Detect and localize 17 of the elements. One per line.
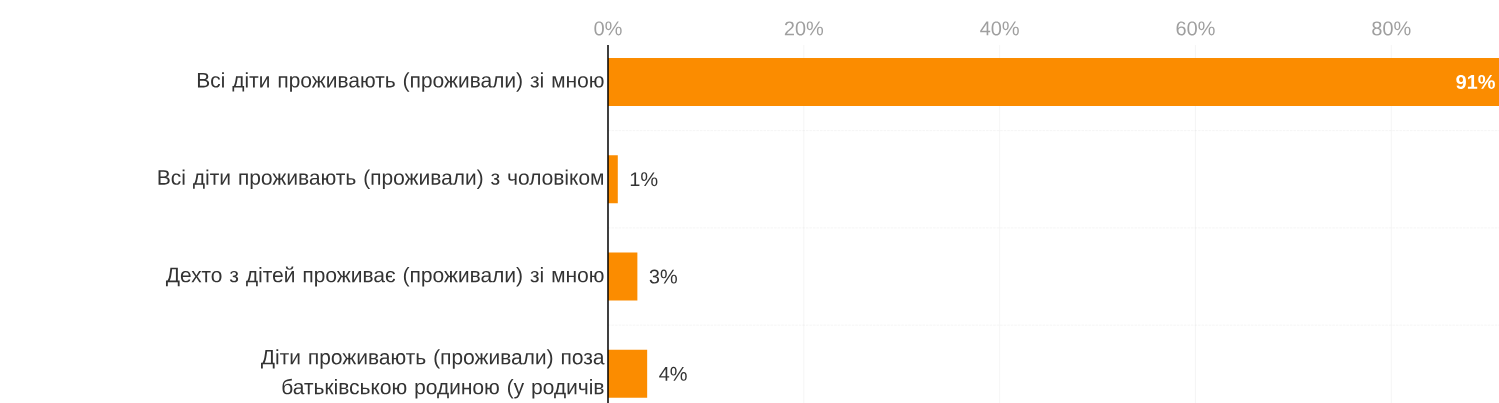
data-label: 91% xyxy=(1456,74,1495,90)
bar xyxy=(608,349,648,398)
bar xyxy=(608,155,618,204)
data-label: 4% xyxy=(659,366,687,381)
x-tick-label: 20% xyxy=(784,21,824,36)
y-tick-label: Діти проживають (проживали) поза батьківською родиною (у родичів xyxy=(261,349,605,399)
x-tick-label: 80% xyxy=(1372,21,1411,36)
x-tick-label: 60% xyxy=(1176,21,1215,36)
x-tick-label: 40% xyxy=(980,21,1019,36)
bar xyxy=(608,57,1499,106)
data-label: 3% xyxy=(649,269,677,284)
y-tick-label: Всі діти проживають (проживали) зі мною xyxy=(197,72,604,92)
x-tick-label: 0% xyxy=(594,21,622,36)
data-label: 1% xyxy=(630,172,658,187)
y-tick-label: Всі діти проживають (проживали) з чоловіком xyxy=(158,169,603,189)
y-tick-label: Дехто з дітей проживає (проживали) зі мною xyxy=(165,266,604,287)
bar xyxy=(608,252,638,301)
